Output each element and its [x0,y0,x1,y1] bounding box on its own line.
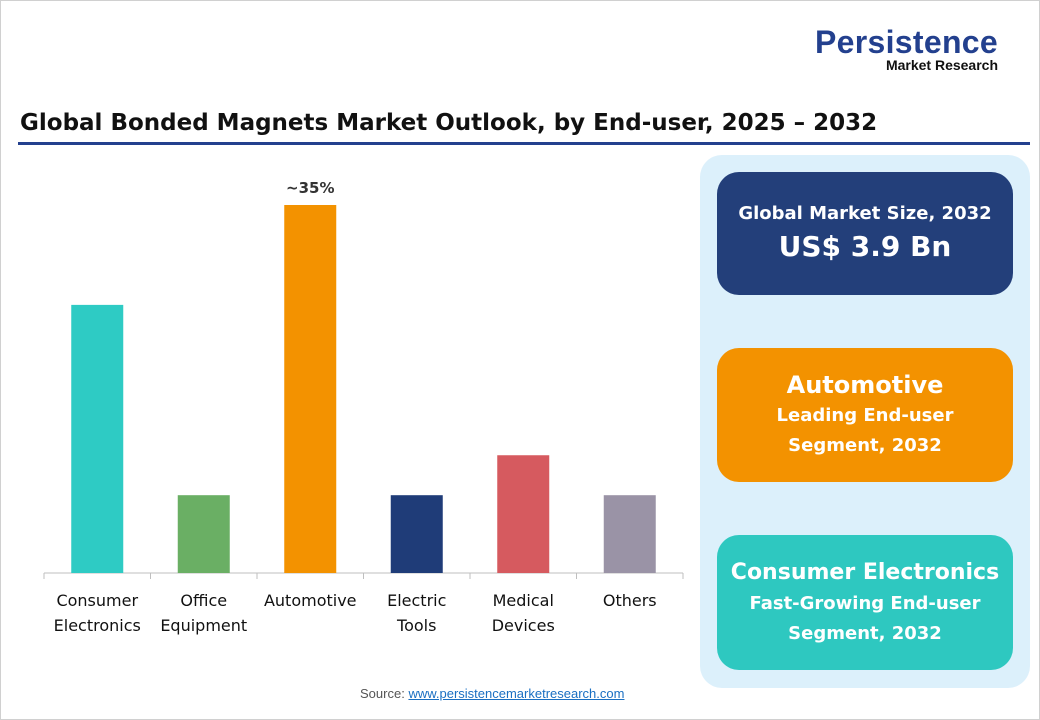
category-label: Consumer [56,591,138,610]
logo-line2: Market Research [885,57,998,73]
leading-segment-line2: Segment, 2032 [788,435,942,456]
logo-line1: Persistence [815,24,998,60]
bar [71,304,124,573]
leading-segment-card: Automotive Leading End-user Segment, 203… [717,348,1013,482]
market-size-label: Global Market Size, 2032 [738,202,992,224]
market-size-card: Global Market Size, 2032 US$ 3.9 Bn [717,172,1013,295]
category-label: Devices [492,616,555,635]
logo: Persistence Market Research [815,26,998,72]
chart-title: Global Bonded Magnets Market Outlook, by… [20,110,878,136]
fastest-segment-card: Consumer Electronics Fast-Growing End-us… [717,535,1013,670]
title-divider [18,142,1030,145]
fastest-segment-line1: Fast-Growing End-user [749,592,981,614]
category-label: Automotive [264,591,357,610]
source-link[interactable]: www.persistencemarketresearch.com [408,686,625,701]
bar [390,495,443,573]
category-label: Others [603,591,657,610]
market-size-value: US$ 3.9 Bn [778,229,952,263]
category-label: Tools [396,616,436,635]
leading-segment-line1: Leading End-user [776,405,954,426]
bar [177,495,230,573]
bar [284,205,337,573]
data-label: ~35% [286,179,334,197]
summary-panel: Global Market Size, 2032 US$ 3.9 Bn Auto… [700,155,1030,688]
category-label: Electric [387,591,446,610]
fastest-segment-name: Consumer Electronics [730,559,1000,585]
leading-segment-name: Automotive [786,371,944,399]
bar [497,455,550,573]
fastest-segment-line2: Segment, 2032 [788,622,942,644]
bar [603,495,656,573]
source-label: Source: [360,686,405,701]
category-label: Electronics [54,616,141,635]
bar-chart: Consumer Electronics Office Equipment ~35% Au… [43,179,684,635]
category-label: Medical [493,591,554,610]
category-label: Equipment [160,616,247,635]
category-label: Office [180,591,227,610]
source: Source: www.persistencemarketresearch.co… [360,686,624,701]
